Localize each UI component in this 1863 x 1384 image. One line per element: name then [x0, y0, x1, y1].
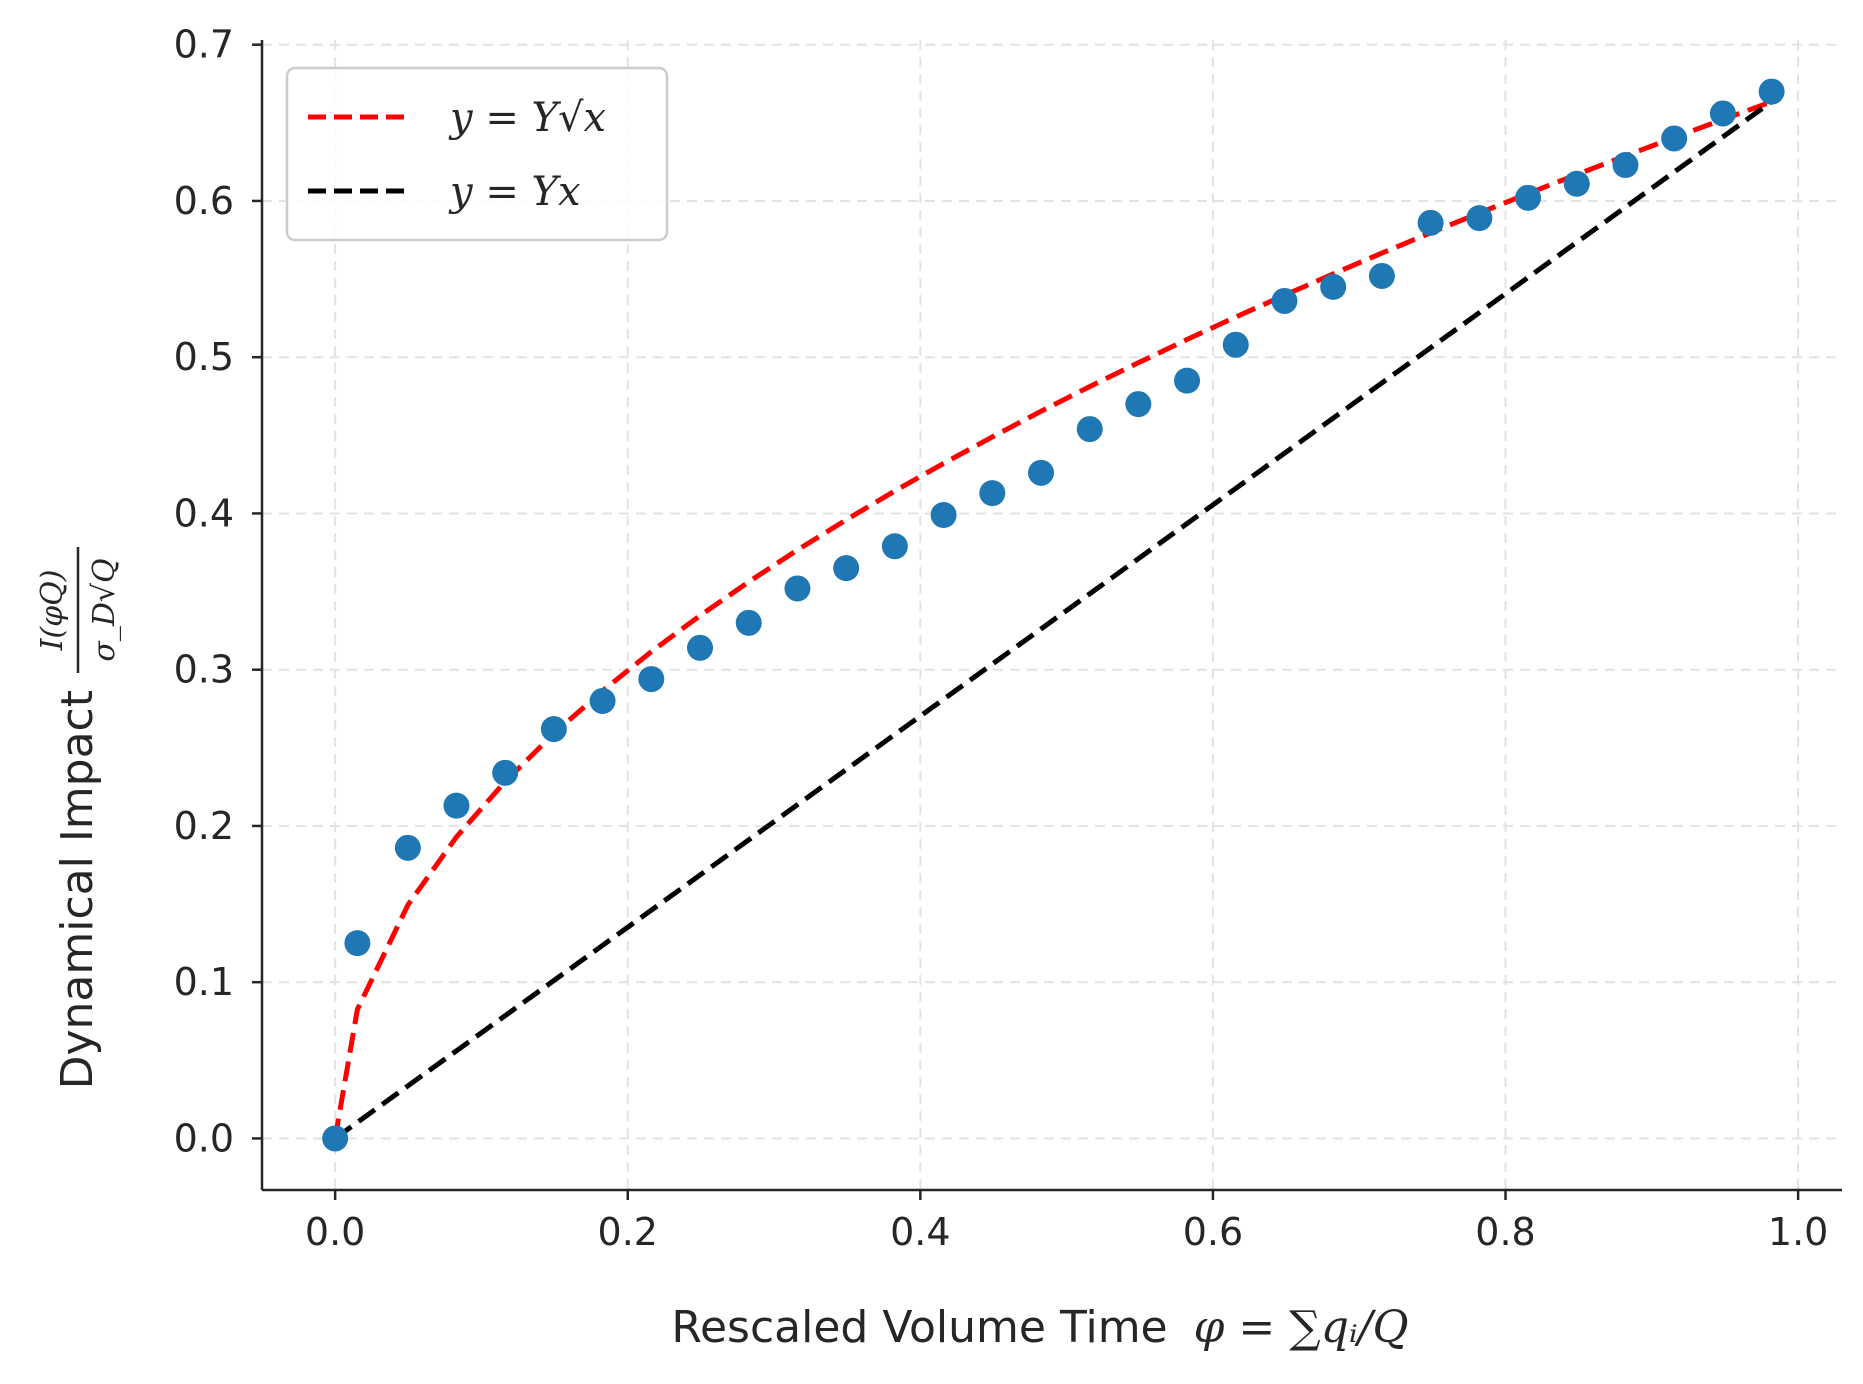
- x-tick-label-5: 1.0: [1768, 1210, 1828, 1254]
- data-point-10: [784, 575, 811, 602]
- data-point-4: [492, 759, 519, 786]
- data-point-21: [1320, 273, 1347, 300]
- x-tick-label-2: 0.4: [890, 1210, 950, 1254]
- series-line-2: [333, 99, 1774, 1141]
- x-axis-label-math: φ = ∑qᵢ/Q: [1194, 1302, 1409, 1353]
- data-point-20: [1271, 287, 1298, 314]
- data-point-24: [1466, 205, 1493, 232]
- x-tick-label-1: 0.2: [598, 1210, 658, 1254]
- legend-label-linear: y = Yx: [448, 169, 581, 215]
- data-point-12: [881, 533, 908, 560]
- data-point-8: [687, 634, 714, 661]
- data-point-26: [1563, 170, 1590, 197]
- data-point-28: [1661, 125, 1688, 152]
- data-point-6: [589, 687, 616, 714]
- data-point-19: [1222, 331, 1249, 358]
- data-point-27: [1612, 152, 1639, 178]
- data-point-5: [540, 716, 567, 743]
- x-tick-label-3: 0.6: [1183, 1210, 1243, 1254]
- data-point-9: [735, 609, 762, 636]
- data-point-16: [1076, 416, 1103, 443]
- data-point-14: [979, 480, 1006, 507]
- data-point-7: [638, 666, 665, 693]
- y-axis-label-text: Dynamical Impact: [52, 690, 103, 1089]
- x-axis-label-text: Rescaled Volume Time: [671, 1302, 1167, 1353]
- y-axis-label-numerator: I(φQ): [35, 570, 70, 652]
- data-point-25: [1515, 184, 1542, 211]
- data-point-13: [930, 502, 957, 528]
- y-tick-label-0: 0.0: [174, 1116, 234, 1160]
- y-tick-label-7: 0.7: [174, 23, 234, 67]
- data-point-17: [1125, 391, 1152, 418]
- scatter-points: [322, 78, 1785, 1152]
- ticks: 0.0 0.2 0.4 0.6 0.8 1.0 0.0 0.1 0.2 0.3 0.4 0.5 0.6 0…: [174, 23, 1829, 1254]
- x-tick-label-4: 0.8: [1475, 1210, 1535, 1254]
- x-tick-label-0: 0.0: [305, 1210, 365, 1254]
- data-point-18: [1174, 367, 1201, 394]
- y-tick-label-4: 0.4: [174, 491, 234, 535]
- y-tick-label-6: 0.6: [174, 179, 234, 223]
- data-point-1: [344, 930, 371, 957]
- data-point-0: [322, 1125, 349, 1152]
- y-axis-label: Dynamical Impact I(φQ) σ_D√Q: [35, 547, 122, 1089]
- legend-box: [285, 66, 669, 242]
- y-tick-label-3: 0.3: [174, 648, 234, 692]
- data-point-15: [1028, 459, 1055, 486]
- data-point-22: [1368, 262, 1395, 289]
- data-point-30: [1758, 78, 1785, 105]
- y-tick-label-2: 0.2: [174, 804, 234, 848]
- x-axis-label: Rescaled Volume Time φ = ∑qᵢ/Q: [671, 1302, 1408, 1353]
- legend-label-sqrt: y = Y√x: [448, 95, 606, 141]
- axes: [260, 40, 1842, 1192]
- data-point-3: [443, 792, 470, 819]
- y-tick-label-5: 0.5: [174, 335, 234, 379]
- legend: y = Y√x y = Yx: [285, 66, 669, 242]
- data-point-29: [1709, 100, 1736, 127]
- y-tick-label-1: 0.1: [174, 960, 234, 1004]
- y-axis-label-denominator: σ_D√Q: [87, 558, 122, 661]
- data-point-23: [1417, 209, 1444, 236]
- data-point-11: [833, 555, 860, 582]
- data-point-2: [394, 834, 421, 861]
